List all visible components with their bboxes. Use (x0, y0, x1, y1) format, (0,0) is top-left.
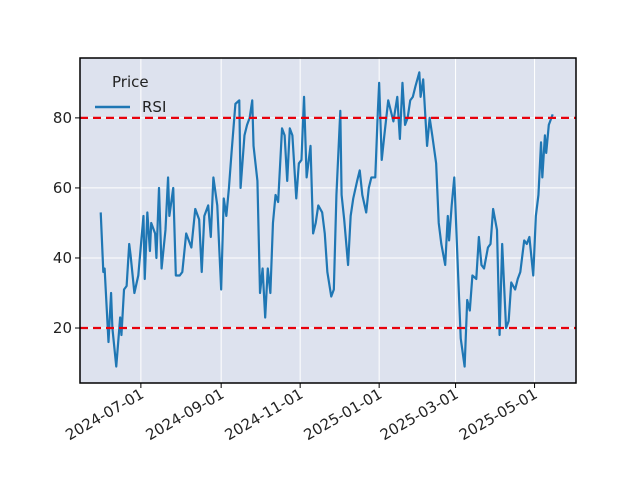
x-tick-label: 2025-03-01 (377, 385, 462, 444)
x-tick-label: 2024-09-01 (143, 385, 228, 444)
x-tick-label: 2025-01-01 (301, 385, 386, 444)
y-tick-label: 20 (53, 319, 72, 337)
y-tick-label: 60 (53, 179, 72, 197)
plot-frame (79, 57, 577, 384)
rsi-line (99, 71, 554, 368)
y-tick-label: 80 (53, 109, 72, 127)
legend-title: Price (112, 73, 149, 91)
y-tick-label: 40 (53, 249, 72, 267)
x-tick-label: 2025-05-01 (456, 385, 541, 444)
x-tick-label: 2024-07-01 (62, 385, 147, 444)
marks (80, 71, 576, 368)
x-tick-label: 2024-11-01 (222, 385, 307, 444)
legend-label: RSI (142, 98, 166, 116)
